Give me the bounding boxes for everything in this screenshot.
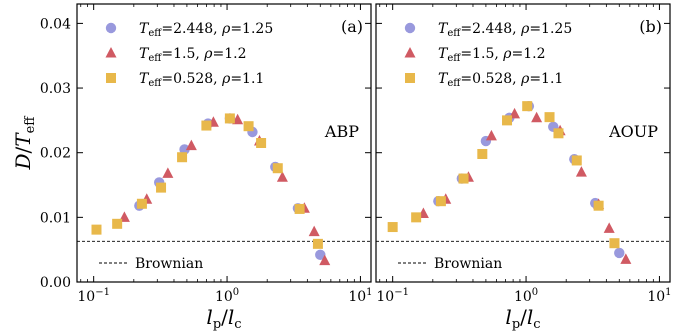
- data-point: [614, 247, 625, 259]
- series-triangle: [118, 113, 331, 266]
- y-tick-label: 0.02: [40, 146, 71, 162]
- data-point: [312, 238, 323, 249]
- data-point: [136, 198, 147, 209]
- data-point: [609, 238, 620, 249]
- data-point: [294, 203, 305, 214]
- data-point: [485, 129, 497, 141]
- plot-frame: [375, 3, 671, 283]
- data-point: [544, 112, 555, 123]
- data-point: [156, 182, 167, 193]
- legend-marker: [105, 47, 117, 58]
- x-tick-label: 101: [647, 287, 671, 305]
- brownian-legend-label: Brownian: [434, 256, 502, 272]
- data-point: [553, 128, 564, 139]
- panel-label: (b): [639, 17, 662, 36]
- data-point: [243, 121, 254, 132]
- data-point: [575, 166, 587, 177]
- data-point: [502, 115, 513, 126]
- series-square: [91, 113, 323, 249]
- x-tick-label: 100: [215, 287, 239, 305]
- y-tick-label: 0.01: [40, 210, 71, 226]
- legend-label: Teff=0.528, ρ=1.1: [438, 71, 563, 89]
- plot-frame: [76, 3, 372, 283]
- data-point: [177, 152, 188, 163]
- data-point: [224, 113, 235, 124]
- y-tick-label: 0.00: [40, 275, 71, 291]
- data-point: [387, 222, 398, 233]
- x-tick-label: 101: [348, 287, 372, 305]
- data-point: [458, 173, 469, 184]
- data-point: [620, 253, 632, 264]
- data-point: [308, 225, 320, 237]
- data-point: [179, 144, 190, 155]
- legend-marker: [405, 73, 415, 83]
- legend-marker: [106, 73, 116, 83]
- data-point: [477, 148, 488, 159]
- model-label: ABP: [324, 122, 359, 141]
- x-axis-title: lp/lc: [505, 305, 540, 331]
- data-point: [531, 111, 543, 123]
- y-tick-label: 0.03: [40, 81, 71, 97]
- data-point: [435, 196, 446, 207]
- chart-panel-b: 10−1 100 101 Brownian Teff=2.448, ρ=1.25 Teff…: [375, 3, 672, 305]
- data-point: [276, 171, 288, 182]
- y-axis-title: D/Teff: [11, 115, 38, 171]
- data-point: [162, 167, 174, 178]
- data-point: [201, 120, 212, 131]
- data-point: [319, 254, 331, 266]
- data-point: [603, 222, 615, 233]
- x-tick-label: 10−1: [376, 287, 409, 305]
- data-point: [272, 163, 283, 174]
- data-point: [411, 212, 422, 223]
- legend-marker: [404, 47, 416, 58]
- x-tick-label: 10−1: [77, 287, 110, 305]
- y-tick-label: 0.04: [40, 16, 71, 32]
- data-point: [593, 200, 604, 211]
- series-square: [387, 101, 620, 249]
- series-triangle: [417, 107, 632, 264]
- data-point: [315, 249, 326, 261]
- x-axis-title: lp/lc: [206, 305, 241, 331]
- legend-label: Teff=1.5, ρ=1.2: [139, 46, 247, 64]
- data-point: [256, 138, 267, 148]
- data-point: [91, 224, 102, 235]
- brownian-legend-label: Brownian: [135, 256, 203, 272]
- chart-panel-a: 10−1 100 101 0.00 0.01 0.02 0.03 0.04 Brownian Te…: [40, 3, 373, 305]
- panel-label: (a): [341, 17, 363, 36]
- legend-label: Teff=1.5, ρ=1.2: [438, 46, 546, 64]
- legend-label: Teff=2.448, ρ=1.25: [139, 21, 273, 39]
- data-point: [185, 139, 197, 151]
- legend-marker: [105, 22, 117, 34]
- legend-label: Teff=2.448, ρ=1.25: [438, 21, 572, 39]
- data-point: [522, 101, 533, 112]
- model-label: AOUP: [608, 122, 658, 141]
- data-point: [112, 218, 123, 229]
- x-tick-label: 100: [514, 287, 538, 305]
- legend-label: Teff=0.528, ρ=1.1: [139, 71, 264, 89]
- legend-marker: [404, 22, 416, 34]
- data-point: [571, 155, 582, 166]
